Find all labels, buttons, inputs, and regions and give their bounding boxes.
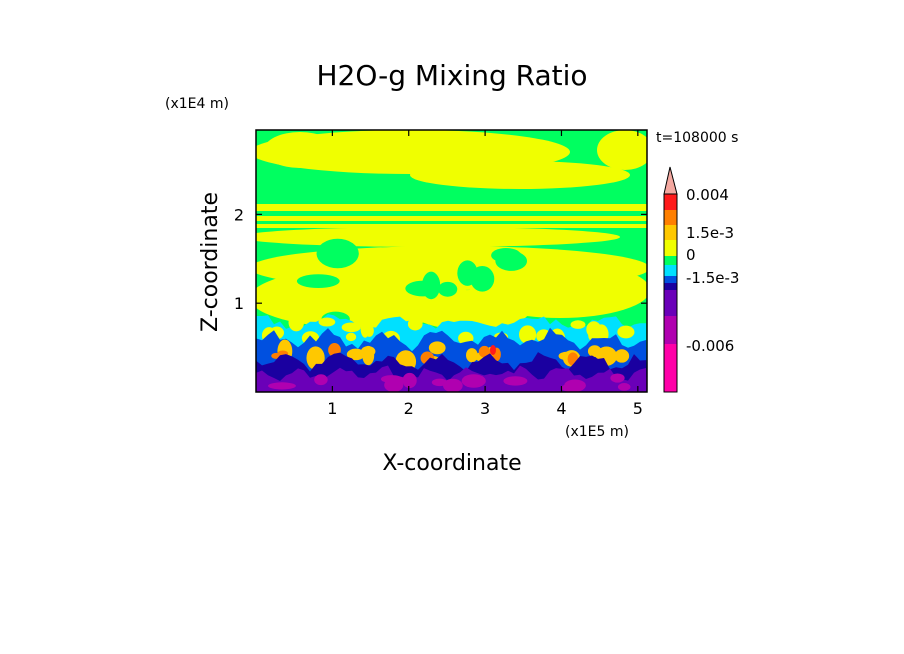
field-patch xyxy=(291,317,302,330)
field-patch xyxy=(438,281,458,297)
field-patch xyxy=(461,374,486,388)
x-tick-label: 1 xyxy=(327,399,337,418)
x-axis-label: X-coordinate xyxy=(382,451,521,476)
x-tick-label: 2 xyxy=(404,399,414,418)
field-patch xyxy=(610,373,625,383)
field-patch xyxy=(405,280,441,297)
field-patch xyxy=(314,374,328,386)
time-label: t=108000 s xyxy=(656,130,738,146)
x-multiplier-label: (x1E5 m) xyxy=(565,424,629,440)
field-patch xyxy=(564,379,586,392)
colorbar-label: -0.006 xyxy=(686,337,734,355)
x-tick-label: 5 xyxy=(633,399,643,418)
field-patch xyxy=(402,372,417,389)
colorbar-segment xyxy=(664,240,677,256)
x-tick-label: 4 xyxy=(556,399,566,418)
field-patch xyxy=(457,260,478,286)
colorbar-label: 0 xyxy=(686,246,696,264)
colorbar-segment xyxy=(664,256,677,265)
field-patch xyxy=(345,332,357,342)
field-patch xyxy=(296,274,340,288)
field-patch xyxy=(490,345,496,355)
plot-frame xyxy=(255,129,648,393)
field-patch xyxy=(362,345,375,366)
field-patch xyxy=(431,378,448,387)
colorbar-segment xyxy=(664,210,677,225)
field-patch xyxy=(306,346,325,370)
colorbar-segment xyxy=(664,276,677,283)
field-patch xyxy=(316,238,359,269)
field-patch xyxy=(407,317,423,331)
colorbar-label: 0.004 xyxy=(686,186,729,204)
colorbar-segment xyxy=(664,283,677,290)
field-patch xyxy=(380,375,403,383)
field-patch xyxy=(428,341,446,355)
colorbar-segment xyxy=(664,194,677,210)
field-patch xyxy=(410,290,530,330)
field-band xyxy=(256,216,647,221)
field-patch xyxy=(466,348,478,363)
y-axis-label: Z-coordinate xyxy=(198,192,223,332)
field-patch xyxy=(617,325,635,339)
field-band xyxy=(256,204,647,211)
field-patch xyxy=(268,382,296,390)
field-patch xyxy=(587,345,602,358)
field-patch xyxy=(264,132,336,168)
y-axis-ticks: 12 xyxy=(234,205,647,313)
field-patch xyxy=(518,325,537,344)
colorbar-label: 1.5e-3 xyxy=(686,224,734,242)
colorbar-segment xyxy=(664,290,677,316)
field-patch xyxy=(614,349,630,363)
x-axis-ticks: 1 2 3 4 5 xyxy=(327,130,643,418)
colorbar-segment xyxy=(664,225,677,240)
colorbar-extend-arrow xyxy=(663,166,678,195)
field-patch xyxy=(495,251,528,271)
field-patch xyxy=(346,348,365,361)
field-patch xyxy=(341,322,361,333)
field-patch xyxy=(410,161,630,189)
contour-field xyxy=(256,130,647,392)
colorbar-frame xyxy=(663,193,678,393)
field-patch xyxy=(318,317,336,327)
y-tick-label: 2 xyxy=(234,205,244,224)
field-patch xyxy=(503,376,528,386)
field-layer-purple xyxy=(256,365,647,392)
field-patch xyxy=(570,320,586,329)
colorbar-segment xyxy=(664,265,677,276)
field-patch xyxy=(443,378,463,392)
x-tick-label: 3 xyxy=(480,399,490,418)
chart-title: H2O-g Mixing Ratio xyxy=(316,59,587,92)
colorbar-segment xyxy=(664,316,677,344)
field-patch xyxy=(597,130,647,170)
colorbar: 0.004 1.5e-3 0 -1.5e-3 -0.006 xyxy=(663,166,739,393)
colorbar-label: -1.5e-3 xyxy=(686,269,739,287)
y-tick-label: 1 xyxy=(234,294,244,313)
field-patch xyxy=(360,319,370,338)
colorbar-segment xyxy=(664,344,677,392)
field-band xyxy=(256,224,647,228)
field-patch xyxy=(617,383,631,391)
field-patch xyxy=(588,328,597,342)
y-multiplier-label: (x1E4 m) xyxy=(165,96,229,112)
field-patch xyxy=(256,227,620,247)
field-patch xyxy=(478,345,491,358)
